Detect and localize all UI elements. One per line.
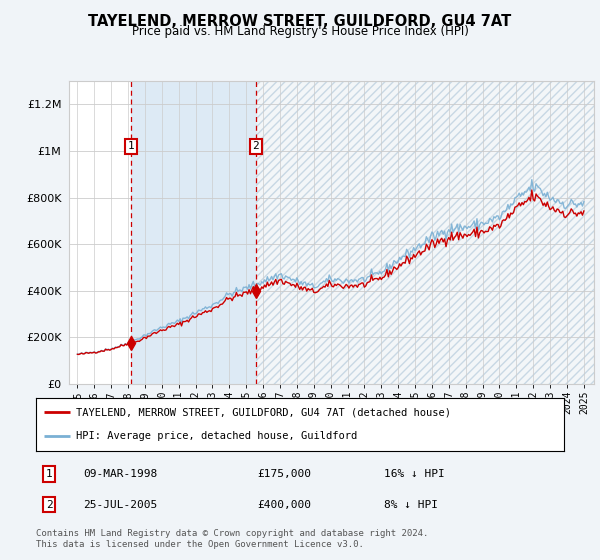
Text: Price paid vs. HM Land Registry's House Price Index (HPI): Price paid vs. HM Land Registry's House … — [131, 25, 469, 38]
Text: TAYELEND, MERROW STREET, GUILDFORD, GU4 7AT (detached house): TAYELEND, MERROW STREET, GUILDFORD, GU4 … — [76, 408, 451, 418]
Text: 09-MAR-1998: 09-MAR-1998 — [83, 469, 158, 479]
Text: 8% ↓ HPI: 8% ↓ HPI — [385, 500, 439, 510]
Text: 2: 2 — [253, 141, 259, 151]
Text: 1: 1 — [46, 469, 53, 479]
Text: 16% ↓ HPI: 16% ↓ HPI — [385, 469, 445, 479]
Text: TAYELEND, MERROW STREET, GUILDFORD, GU4 7AT: TAYELEND, MERROW STREET, GUILDFORD, GU4 … — [88, 14, 512, 29]
Text: Contains HM Land Registry data © Crown copyright and database right 2024.
This d: Contains HM Land Registry data © Crown c… — [36, 529, 428, 549]
Text: £175,000: £175,000 — [258, 469, 312, 479]
Text: 1: 1 — [128, 141, 134, 151]
Bar — [256, 81, 594, 384]
Text: HPI: Average price, detached house, Guildford: HPI: Average price, detached house, Guil… — [76, 431, 357, 441]
Text: 2: 2 — [46, 500, 53, 510]
Text: 25-JUL-2005: 25-JUL-2005 — [83, 500, 158, 510]
Bar — [256, 81, 594, 384]
Text: £400,000: £400,000 — [258, 500, 312, 510]
Bar — [131, 81, 256, 384]
